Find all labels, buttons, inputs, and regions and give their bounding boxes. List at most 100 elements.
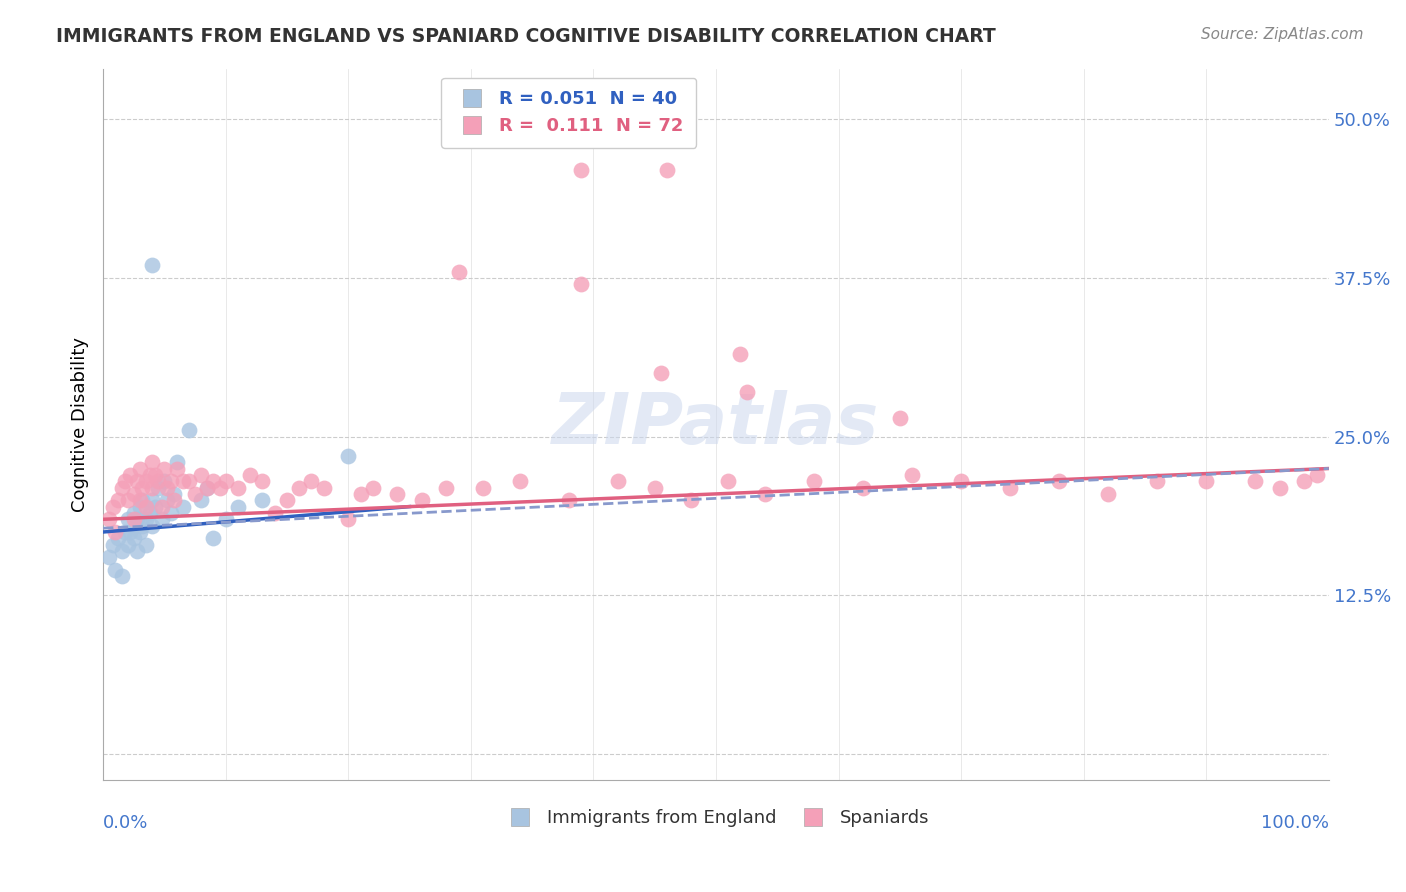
Point [889, 410, 911, 425]
Point [141, 493, 163, 508]
Point [1195, 474, 1218, 488]
Point [312, 481, 335, 495]
Point [135, 500, 157, 514]
Point [195, 481, 218, 495]
Point [177, 474, 200, 488]
Point [129, 500, 152, 514]
Point [135, 512, 157, 526]
Point [1294, 474, 1316, 488]
Point [163, 493, 186, 508]
Point [735, 385, 758, 400]
Point [156, 493, 179, 508]
Point [998, 481, 1021, 495]
Point [730, 347, 752, 361]
Text: IMMIGRANTS FROM ENGLAND VS SPANIARD COGNITIVE DISABILITY CORRELATION CHART: IMMIGRANTS FROM ENGLAND VS SPANIARD COGN… [56, 27, 995, 45]
Point [127, 544, 149, 558]
Point [1146, 474, 1168, 488]
Point [148, 474, 170, 488]
Point [349, 487, 371, 501]
Point [159, 506, 181, 520]
Point [190, 467, 212, 482]
Point [215, 512, 238, 526]
Point [1244, 474, 1267, 488]
Point [166, 461, 188, 475]
Point [110, 544, 132, 558]
Point [110, 569, 132, 583]
Point [153, 461, 176, 475]
Point [163, 487, 186, 501]
Point [127, 512, 149, 526]
Point [901, 467, 924, 482]
Point [337, 449, 360, 463]
Point [509, 474, 531, 488]
Point [252, 493, 274, 508]
Point [127, 474, 149, 488]
Point [717, 474, 740, 488]
Point [195, 481, 218, 495]
Point [114, 524, 136, 539]
Point [122, 487, 145, 501]
Point [131, 493, 153, 508]
Point [387, 487, 409, 501]
Point [122, 506, 145, 520]
Point [172, 500, 194, 514]
Point [135, 474, 157, 488]
Point [107, 493, 129, 508]
Point [472, 481, 495, 495]
Text: ZIPatlas: ZIPatlas [553, 390, 880, 458]
Point [226, 481, 249, 495]
Point [117, 512, 139, 526]
Point [447, 265, 470, 279]
Point [156, 481, 179, 495]
Point [98, 512, 121, 526]
Point [208, 481, 231, 495]
Point [129, 524, 152, 539]
Point [135, 538, 157, 552]
Point [215, 474, 238, 488]
Point [226, 500, 249, 514]
Point [110, 481, 132, 495]
Point [131, 518, 153, 533]
Point [754, 487, 776, 501]
Point [239, 467, 262, 482]
Point [1097, 487, 1119, 501]
Point [569, 277, 592, 292]
Point [177, 424, 200, 438]
Point [107, 532, 129, 546]
Point [569, 163, 592, 178]
Legend: Immigrants from England, Spaniards: Immigrants from England, Spaniards [495, 802, 936, 835]
Point [172, 474, 194, 488]
Point [143, 500, 166, 514]
Point [129, 493, 152, 508]
Point [655, 163, 678, 178]
Point [141, 258, 163, 272]
Point [276, 493, 298, 508]
Text: 0.0%: 0.0% [103, 814, 149, 831]
Point [117, 538, 139, 552]
Point [143, 467, 166, 482]
Point [202, 532, 225, 546]
Point [150, 512, 173, 526]
Point [153, 474, 176, 488]
Point [98, 550, 121, 565]
Point [122, 532, 145, 546]
Text: Source: ZipAtlas.com: Source: ZipAtlas.com [1201, 27, 1364, 42]
Point [150, 500, 173, 514]
Point [558, 493, 581, 508]
Point [131, 481, 153, 495]
Point [159, 474, 181, 488]
Point [114, 474, 136, 488]
Point [101, 538, 124, 552]
Point [252, 474, 274, 488]
Point [148, 481, 170, 495]
Point [138, 506, 160, 520]
Point [120, 524, 142, 539]
Point [1268, 481, 1291, 495]
Point [190, 493, 212, 508]
Point [122, 512, 145, 526]
Point [138, 467, 160, 482]
Point [1305, 467, 1327, 482]
Point [434, 481, 457, 495]
Point [104, 563, 127, 577]
Point [1047, 474, 1070, 488]
